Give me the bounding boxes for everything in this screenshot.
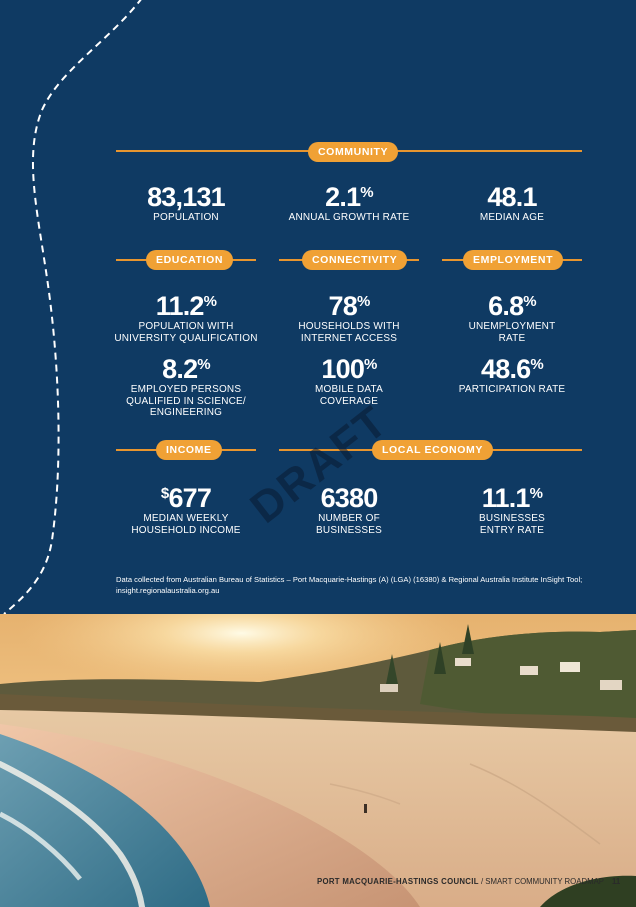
page-number: 11 [611,877,621,886]
stat-label: MEDIAN WEEKLY HOUSEHOLD INCOME [131,513,241,536]
section-label-local-economy: LOCAL ECONOMY [372,440,493,460]
stat-value: $677 [160,483,212,513]
stat-label: MOBILE DATA COVERAGE [315,384,383,407]
stat-value: 6380 [320,483,379,513]
stat-mobile-coverage: 100% MOBILE DATA COVERAGE [264,350,434,407]
stat-label: BUSINESSES ENTRY RATE [479,513,545,536]
page-footer: PORT MACQUARIE-HASTINGS COUNCIL / SMART … [317,877,620,886]
stat-internet-access: 78% HOUSEHOLDS WITH INTERNET ACCESS [264,287,434,344]
stat-value: 48.6% [481,354,544,384]
stat-value: 11.2% [155,291,217,321]
stat-value: 2.1% [325,182,373,212]
stat-label: PARTICIPATION RATE [458,384,566,395]
stat-label: MEDIAN AGE [479,212,545,223]
beach-sunset-photo [0,614,636,907]
stat-value: 6.8% [488,291,536,321]
footer-doc-title: SMART COMMUNITY ROADMAP [485,877,604,886]
section-label-connectivity: CONNECTIVITY [302,250,408,270]
stat-university-qualification: 11.2% POPULATION WITH UNIVERSITY QUALIFI… [101,287,271,344]
stat-median-age: 48.1 MEDIAN AGE [427,178,597,224]
footer-separator: / [478,877,486,886]
decorative-dashed-path [3,0,142,614]
section-label-community: COMMUNITY [308,142,399,162]
section-label-income: INCOME [156,440,222,460]
stat-value: 83,131 [147,182,226,212]
stat-science-engineering: 8.2% EMPLOYED PERSONS QUALIFIED IN SCIEN… [101,350,271,419]
stat-label: HOUSEHOLDS WITH INTERNET ACCESS [298,321,400,344]
stat-value: 78% [328,291,371,321]
footer-org: PORT MACQUARIE-HASTINGS COUNCIL [317,877,479,886]
stat-population: 83,131 POPULATION [101,178,271,224]
section-label-employment: EMPLOYMENT [463,250,564,270]
stat-value: 48.1 [487,182,537,212]
stat-value: 11.1% [481,483,543,513]
infographic-panel: COMMUNITY 83,131 POPULATION 2.1% ANNUAL … [3,0,597,614]
stat-label: POPULATION WITH UNIVERSITY QUALIFICATION [114,321,258,344]
stat-label: ANNUAL GROWTH RATE [288,212,410,223]
stat-label: UNEMPLOYMENT RATE [468,321,556,344]
beach-illustration [0,614,636,907]
stat-unemployment: 6.8% UNEMPLOYMENT RATE [427,287,597,344]
stat-label: EMPLOYED PERSONS QUALIFIED IN SCIENCE/ E… [126,384,246,418]
stat-participation-rate: 48.6% PARTICIPATION RATE [427,350,597,396]
stat-value: 8.2% [162,354,210,384]
stat-label: POPULATION [153,212,219,223]
stat-number-of-businesses: 6380 NUMBER OF BUSINESSES [264,479,434,536]
stat-median-income: $677 MEDIAN WEEKLY HOUSEHOLD INCOME [101,479,271,536]
stat-growth-rate: 2.1% ANNUAL GROWTH RATE [264,178,434,224]
stat-value: 100% [321,354,377,384]
stat-label: NUMBER OF BUSINESSES [316,513,382,536]
stat-business-entry-rate: 11.1% BUSINESSES ENTRY RATE [427,479,597,536]
source-note: Data collected from Australian Bureau of… [116,575,583,595]
section-label-education: EDUCATION [146,250,234,270]
